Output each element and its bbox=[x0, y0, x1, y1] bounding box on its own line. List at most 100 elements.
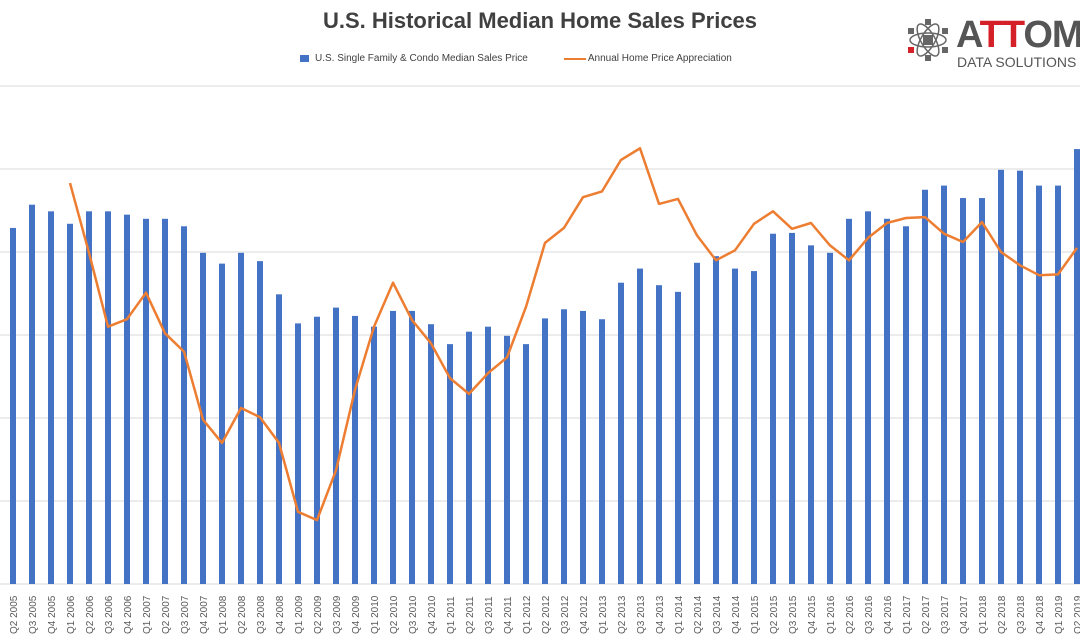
logo-subtitle: DATA SOLUTIONS bbox=[957, 54, 1077, 70]
bar-q3-2011 bbox=[485, 326, 491, 584]
bar-q2-2005 bbox=[10, 227, 16, 584]
bar-q2-2007 bbox=[162, 218, 168, 585]
x-tick-label: Q1 2017 bbox=[902, 595, 913, 634]
bar-q2-2016 bbox=[846, 218, 852, 585]
bar-q4-2005 bbox=[48, 211, 54, 584]
x-tick-label: Q4 2011 bbox=[503, 596, 514, 634]
x-tick-label: Q1 2012 bbox=[522, 595, 533, 634]
x-tick-label: Q4 2007 bbox=[199, 595, 210, 634]
x-tick-label: Q2 2015 bbox=[769, 595, 780, 634]
bar-q2-2019 bbox=[1074, 149, 1080, 584]
bar-q2-2014 bbox=[694, 262, 700, 584]
x-tick-label: Q3 2010 bbox=[408, 595, 419, 634]
bar-q2-2006 bbox=[86, 211, 92, 584]
bar-q2-2008 bbox=[238, 252, 244, 584]
bar-q2-2012 bbox=[542, 318, 548, 584]
logo-wordmark: ATTOM bbox=[956, 14, 1080, 56]
x-tick-label: Q3 2014 bbox=[712, 595, 723, 634]
x-tick-label: Q1 2006 bbox=[66, 595, 77, 634]
x-tick-label: Q4 2006 bbox=[123, 595, 134, 634]
x-tick-label: Q2 2011 bbox=[465, 596, 476, 634]
bar-q3-2006 bbox=[105, 211, 111, 584]
bar-q3-2013 bbox=[637, 268, 643, 584]
x-tick-label: Q1 2011 bbox=[446, 596, 457, 634]
bar-q1-2019 bbox=[1055, 185, 1061, 584]
bar-q3-2017 bbox=[941, 185, 947, 584]
legend-label-appreciation: Annual Home Price Appreciation bbox=[587, 53, 732, 64]
x-tick-label: Q2 2012 bbox=[541, 595, 552, 634]
bar-q3-2005 bbox=[29, 204, 35, 584]
bar-q4-2008 bbox=[276, 294, 282, 584]
x-tick-label: Q2 2010 bbox=[389, 595, 400, 634]
bar-q1-2009 bbox=[295, 323, 301, 584]
x-tick-label: Q1 2014 bbox=[674, 595, 685, 634]
x-tick-label: Q3 2012 bbox=[560, 595, 571, 634]
x-tick-label: Q3 2008 bbox=[256, 595, 267, 634]
x-tick-label: Q4 2017 bbox=[959, 595, 970, 634]
bar-q3-2010 bbox=[409, 310, 415, 584]
x-tick-label: Q1 2009 bbox=[294, 595, 305, 634]
bar-q4-2015 bbox=[808, 245, 814, 585]
x-tick-label: Q2 2016 bbox=[845, 595, 856, 634]
x-tick-label: Q3 2007 bbox=[180, 595, 191, 634]
bar-q3-2009 bbox=[333, 307, 339, 584]
x-tick-label: Q1 2010 bbox=[370, 595, 381, 634]
attom-logo: ATTOM DATA SOLUTIONS bbox=[906, 14, 1080, 74]
bar-q2-2011 bbox=[466, 331, 472, 584]
x-tick-label: Q2 2013 bbox=[617, 595, 628, 634]
bar-q2-2018 bbox=[998, 169, 1004, 584]
bar-q1-2010 bbox=[371, 326, 377, 584]
chart-title: U.S. Historical Median Home Sales Prices bbox=[322, 8, 758, 33]
x-tick-label: Q2 2005 bbox=[9, 595, 20, 634]
x-tick-label: Q2 2018 bbox=[997, 595, 1008, 634]
x-tick-label: Q4 2018 bbox=[1035, 595, 1046, 634]
x-tick-label: Q3 2017 bbox=[940, 595, 951, 634]
bar-q4-2009 bbox=[352, 315, 358, 584]
bar-q4-2014 bbox=[732, 268, 738, 584]
bar-q4-2011 bbox=[504, 335, 510, 584]
bar-q4-2013 bbox=[656, 285, 662, 584]
appreciation-line bbox=[68, 147, 1079, 522]
x-tick-label: Q1 2013 bbox=[598, 595, 609, 634]
legend-swatch-bar bbox=[300, 55, 309, 62]
x-tick-label: Q4 2012 bbox=[579, 595, 590, 634]
x-tick-label: Q1 2007 bbox=[142, 595, 153, 634]
x-tick-label: Q1 2019 bbox=[1054, 595, 1065, 634]
bar-q3-2007 bbox=[181, 226, 187, 584]
bar-q1-2013 bbox=[599, 319, 605, 584]
x-tick-label: Q2 2006 bbox=[85, 595, 96, 634]
x-tick-label: Q4 2010 bbox=[427, 595, 438, 634]
x-tick-label: Q3 2016 bbox=[864, 595, 875, 634]
bar-q4-2006 bbox=[124, 214, 130, 584]
x-tick-label: Q3 2013 bbox=[636, 595, 647, 634]
x-tick-label: Q1 2016 bbox=[826, 595, 837, 634]
bar-q4-2016 bbox=[884, 218, 890, 585]
x-tick-label: Q2 2008 bbox=[237, 595, 248, 634]
bar-q3-2016 bbox=[865, 211, 871, 584]
bar-q3-2008 bbox=[257, 261, 263, 584]
x-tick-label: Q1 2018 bbox=[978, 595, 989, 634]
x-tick-label: Q1 2015 bbox=[750, 595, 761, 634]
x-tick-label: Q1 2008 bbox=[218, 595, 229, 634]
x-tick-label: Q4 2008 bbox=[275, 595, 286, 634]
bar-q3-2018 bbox=[1017, 170, 1023, 584]
atom-icon bbox=[908, 19, 948, 61]
bar-q1-2014 bbox=[675, 291, 681, 584]
x-tick-label: Q3 2005 bbox=[28, 595, 39, 634]
x-tick-label: Q3 2018 bbox=[1016, 595, 1027, 634]
x-tick-label: Q2 2019 bbox=[1073, 595, 1080, 634]
bar-q4-2017 bbox=[960, 198, 966, 585]
legend-label-median-price: U.S. Single Family & Condo Median Sales … bbox=[315, 53, 528, 64]
bar-q3-2015 bbox=[789, 232, 795, 584]
legend: U.S. Single Family & Condo Median Sales … bbox=[300, 53, 732, 64]
x-tick-label: Q2 2007 bbox=[161, 595, 172, 634]
bar-q2-2010 bbox=[390, 310, 396, 584]
bar-q2-2015 bbox=[770, 233, 776, 585]
x-tick-label: Q2 2017 bbox=[921, 595, 932, 634]
bar-q4-2010 bbox=[428, 324, 434, 584]
bar-q1-2015 bbox=[751, 271, 757, 584]
x-tick-label: Q3 2015 bbox=[788, 595, 799, 634]
x-tick-label: Q4 2015 bbox=[807, 595, 818, 634]
bar-q1-2007 bbox=[143, 218, 149, 585]
